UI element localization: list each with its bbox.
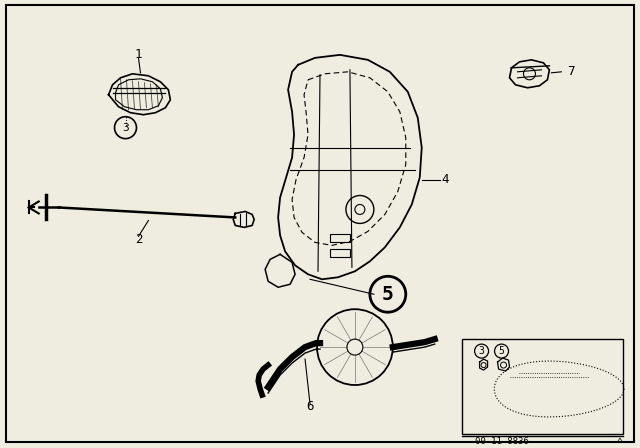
Text: 00 11 8836: 00 11 8836 xyxy=(475,437,529,446)
Text: 3: 3 xyxy=(479,346,484,356)
Text: 5: 5 xyxy=(499,346,504,356)
Text: 3: 3 xyxy=(122,123,129,133)
Text: 1: 1 xyxy=(134,48,142,61)
Text: 2: 2 xyxy=(134,233,142,246)
Bar xyxy=(461,339,623,434)
Bar xyxy=(330,234,350,242)
Text: 4: 4 xyxy=(441,173,449,186)
Text: ⌃: ⌃ xyxy=(616,437,622,447)
Bar xyxy=(330,250,350,257)
Text: 7: 7 xyxy=(568,65,575,78)
Text: 6: 6 xyxy=(307,401,314,414)
Text: 5: 5 xyxy=(382,285,394,304)
